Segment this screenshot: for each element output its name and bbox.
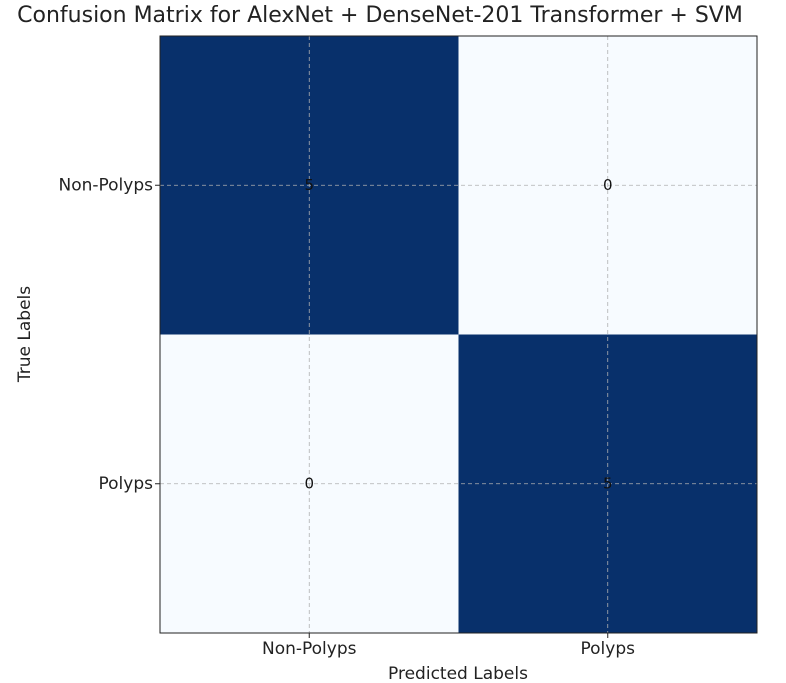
x-tick-label: Non-Polyps	[262, 639, 357, 659]
cell-label: 0	[304, 474, 314, 492]
cell-label: 5	[603, 474, 613, 492]
y-tick-label: Polyps	[99, 474, 154, 494]
plot-frame	[159, 35, 758, 634]
y-tick-label: Non-Polyps	[58, 175, 153, 195]
y-axis-label: True Labels	[15, 286, 35, 383]
cell-label: 0	[603, 176, 613, 194]
x-axis-label: Predicted Labels	[388, 664, 528, 683]
x-tick-label: Polyps	[581, 639, 636, 659]
cell-label: 5	[304, 176, 314, 194]
chart-title: Confusion Matrix for AlexNet + DenseNet-…	[17, 3, 743, 28]
